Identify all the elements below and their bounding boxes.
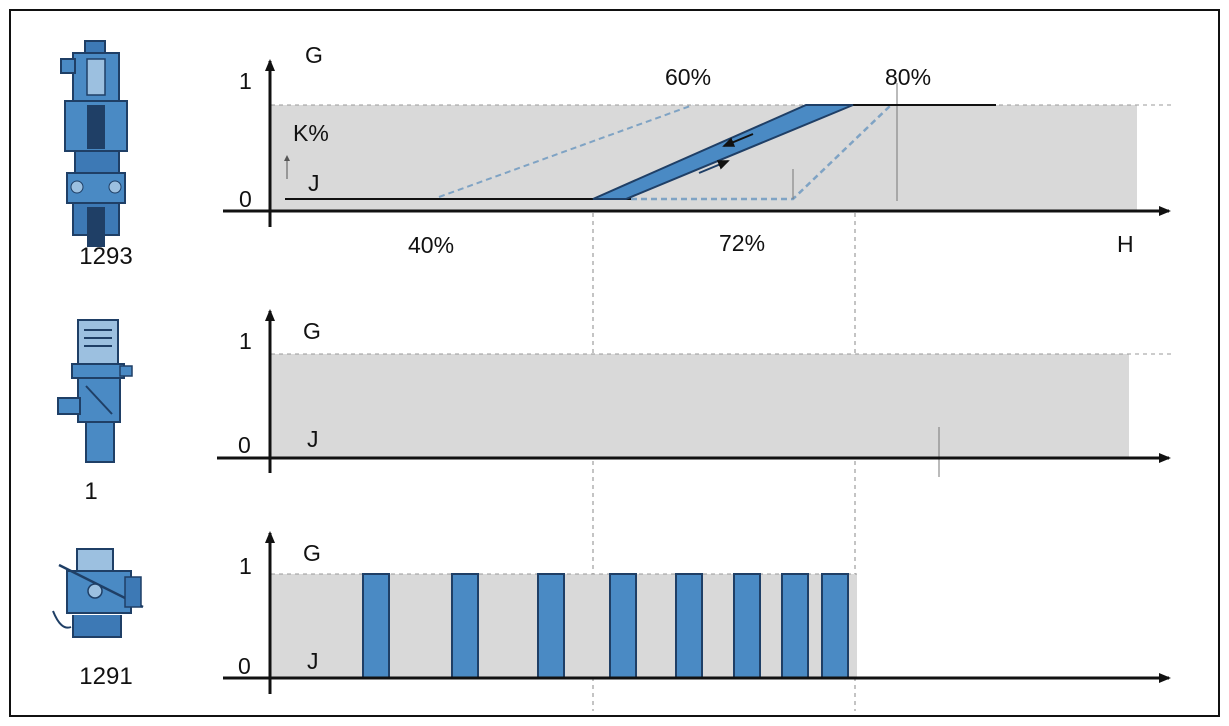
percent-label-40: 40% (408, 232, 454, 258)
component-label-1: 1 (84, 478, 98, 505)
component-label-1291: 1291 (79, 663, 133, 690)
dashed-rise-path (438, 104, 694, 198)
baseline-label: J (308, 170, 320, 196)
amplitude-label: K% (293, 120, 329, 146)
y-tick-high: 1 (239, 553, 252, 579)
y-tick-high: 1 (239, 68, 252, 94)
y-axis-label: G (305, 42, 323, 68)
hysteresis-band (592, 104, 854, 200)
amplitude-indicator-tip (284, 155, 290, 161)
pulse-2 (451, 573, 479, 679)
diagram-frame: 1293 1 1291 (9, 9, 1220, 717)
pulse-train (362, 573, 849, 679)
ascending-arrow (698, 160, 730, 174)
pulse-5 (675, 573, 703, 679)
chart-top: G 1 0 J K% H 40% 60% 72% 80% (223, 42, 1171, 258)
pulse-7 (781, 573, 809, 679)
pulse-3 (537, 573, 565, 679)
sensor-unit-icon (56, 316, 136, 471)
y-axis-label: G (303, 540, 321, 566)
pulse-8 (821, 573, 849, 679)
x-axis-label: H (1117, 231, 1134, 257)
descending-arrow (722, 133, 754, 147)
pulse-6 (733, 573, 761, 679)
y-tick-high: 1 (239, 328, 252, 354)
percent-label-60: 60% (665, 64, 711, 90)
percent-label-80: 80% (885, 64, 931, 90)
chart-middle: G 1 0 J (217, 309, 1171, 477)
timing-charts: G 1 0 J K% H 40% 60% 72% 80% G 1 0 J (217, 42, 1171, 711)
y-tick-low: 0 (238, 432, 251, 458)
baseline-label: J (307, 648, 319, 674)
y-tick-low: 0 (238, 653, 251, 679)
pulse-4 (609, 573, 637, 679)
gray-band (271, 354, 1129, 458)
baseline-label: J (307, 426, 319, 452)
y-tick-low: 0 (239, 186, 252, 212)
pulse-1 (362, 573, 390, 679)
chart-bottom: G 1 0 J (223, 531, 1171, 694)
component-label-1293: 1293 (79, 243, 133, 270)
actuator-mechanism-icon (51, 541, 151, 656)
y-axis-label: G (303, 318, 321, 344)
percent-label-72: 72% (719, 230, 765, 256)
valve-assembly-icon (51, 39, 141, 259)
